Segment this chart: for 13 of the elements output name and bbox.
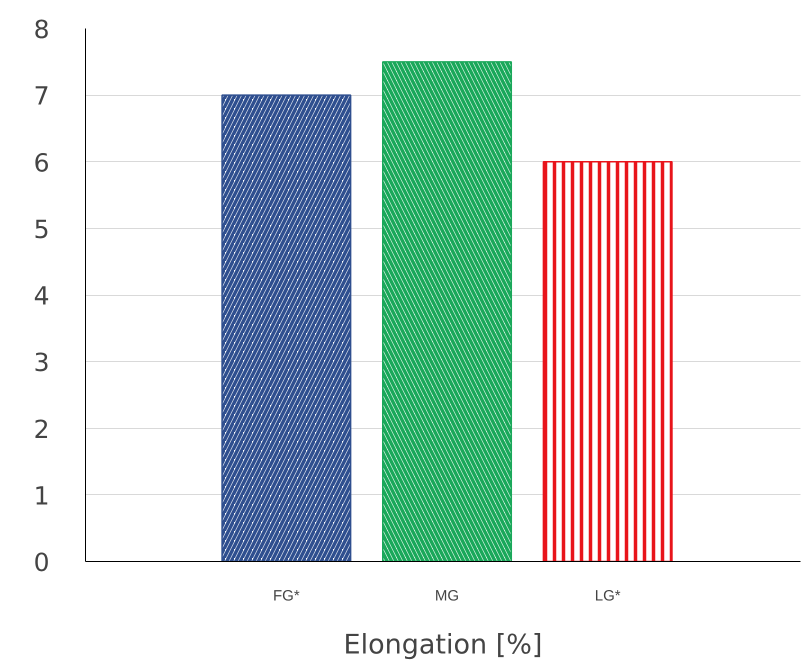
x-axis-title: Elongation [%] <box>344 630 542 660</box>
x-tick-label: MG <box>434 588 460 604</box>
y-tick-label: 2 <box>34 414 50 444</box>
y-tick-label: 8 <box>34 15 50 44</box>
y-tick-label: 7 <box>34 82 50 111</box>
y-tick-label: 3 <box>34 348 50 378</box>
y-tick-label: 6 <box>34 148 50 178</box>
y-tick-label: 0 <box>34 548 50 577</box>
x-tick-label: LG* <box>594 588 621 604</box>
y-tick-label: 4 <box>34 282 50 310</box>
x-tick-label: FG* <box>273 588 300 604</box>
y-tick-label: 1 <box>34 481 50 510</box>
y-tick-label: 5 <box>34 214 50 244</box>
